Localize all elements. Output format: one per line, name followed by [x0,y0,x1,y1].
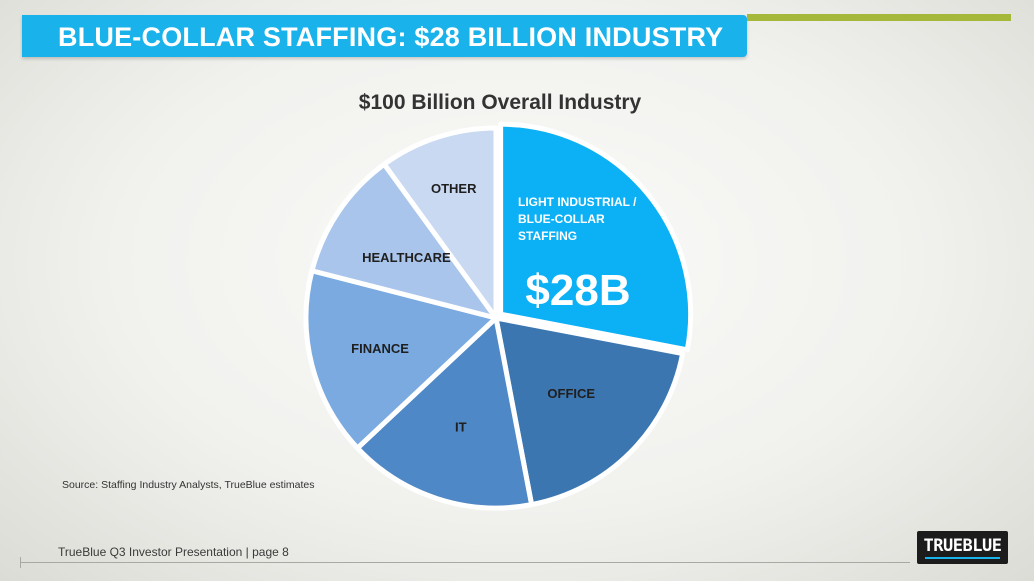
page-title: BLUE-COLLAR STAFFING: $28 BILLION INDUST… [58,22,724,52]
chart-title: $100 Billion Overall Industry [359,91,642,114]
logo-text: TRUEBLUE [923,536,1002,556]
slice-label: OFFICE [547,386,595,401]
slice-label-line: LIGHT INDUSTRIAL / [518,195,637,209]
footer-text: TrueBlue Q3 Investor Presentation | page… [58,545,289,559]
pie-slice-light-industrial-blue-collar-staffing [498,121,694,353]
pie-labels: LIGHT INDUSTRIAL / BLUE-COLLAR STAFFING $28… [351,181,637,435]
slice-label: IT [455,419,467,434]
footer-divider [20,562,910,563]
pie-slice-other [381,125,499,321]
slice-label: FINANCE [351,341,409,356]
slice-value-label: $28B [525,266,630,315]
title-bar: BLUE-COLLAR STAFFING: $28 BILLION INDUST… [22,15,747,57]
pie-slice-office [493,315,686,508]
accent-line [747,14,1011,21]
slice-label: OTHER [431,181,477,196]
slice-label: HEALTHCARE [362,250,451,265]
source-note: Source: Staffing Industry Analysts, True… [62,479,315,491]
slice-label-line: STAFFING [518,229,577,243]
pie-slice-healthcare [309,161,499,321]
pie-slices [303,121,694,511]
logo-underline [925,557,1000,559]
pie-slice-finance [303,268,499,451]
trueblue-logo: TRUEBLUE [917,531,1008,564]
slice-label-line: BLUE-COLLAR [518,212,605,226]
pie-slice-it [354,315,535,511]
